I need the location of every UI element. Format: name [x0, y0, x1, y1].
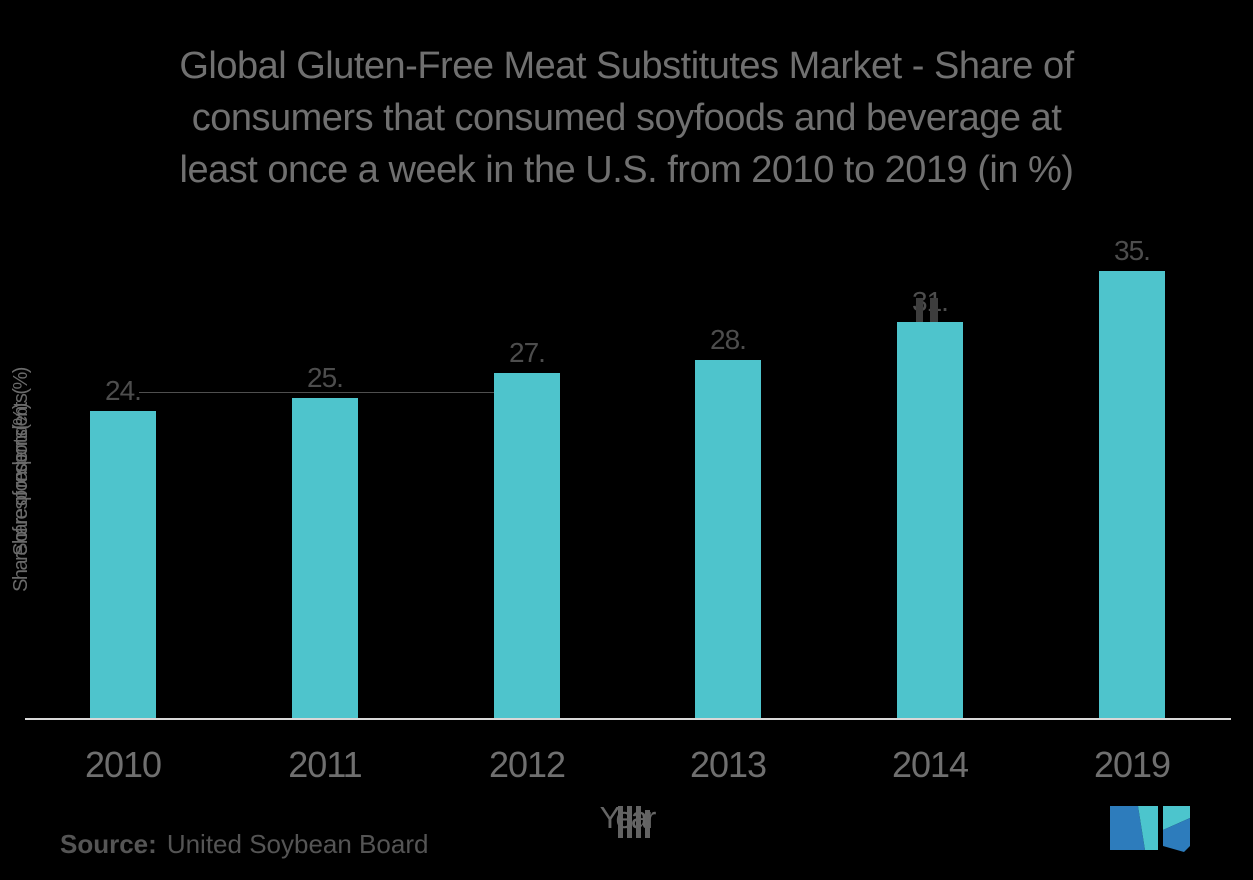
- x-axis-line: [25, 718, 1231, 720]
- bar-2010: [90, 411, 156, 718]
- x-axis-label-artifact: [645, 810, 650, 838]
- x-tick-2014: 2014: [891, 744, 969, 785]
- bar-2012: [494, 373, 560, 718]
- value-label-artifact: [930, 298, 938, 322]
- bar-2014: [897, 322, 963, 718]
- bar-value-label-2011: 25.: [307, 362, 344, 393]
- chart-title-line-1: Global Gluten-Free Meat Substitutes Mark…: [179, 45, 1074, 87]
- bar-value-label-2013: 28.: [710, 324, 747, 355]
- chart-title: Global Gluten-Free Meat Substitutes Mark…: [0, 40, 1253, 196]
- x-tick-2011: 2011: [288, 744, 362, 785]
- source-label: Source:: [60, 829, 157, 859]
- bar-2019: [1099, 271, 1165, 718]
- x-tick-2012: 2012: [488, 744, 566, 785]
- y-axis-label-artifact: Share of respondents(%): [10, 404, 32, 592]
- chart-title-line-3: least once a week in the U.S. from 2010 …: [179, 149, 1074, 191]
- chart-title-line-2: consumers that consumed soyfoods and bev…: [191, 97, 1062, 139]
- mordor-intelligence-logo: [1110, 806, 1190, 852]
- source-value: United Soybean Board: [166, 829, 429, 859]
- x-tick-2010: 2010: [84, 744, 162, 785]
- bar-2011: [292, 398, 358, 718]
- x-axis-label-artifact: [627, 806, 632, 838]
- bar-value-label-2010: 24.: [105, 375, 142, 406]
- x-tick-2013: 2013: [689, 744, 767, 785]
- x-tick-2019: 2019: [1093, 744, 1171, 785]
- source-attribution: Source: United Soybean Board: [60, 829, 428, 860]
- x-axis-label-artifact: [636, 806, 641, 838]
- bar-value-label-2019: 35.: [1114, 235, 1151, 266]
- bar-2013: [695, 360, 761, 718]
- x-axis-label-artifact: [618, 806, 623, 838]
- artifact-connector-line: [139, 392, 494, 393]
- value-label-artifact: [916, 298, 923, 322]
- bar-value-label-2012: 27.: [509, 337, 546, 368]
